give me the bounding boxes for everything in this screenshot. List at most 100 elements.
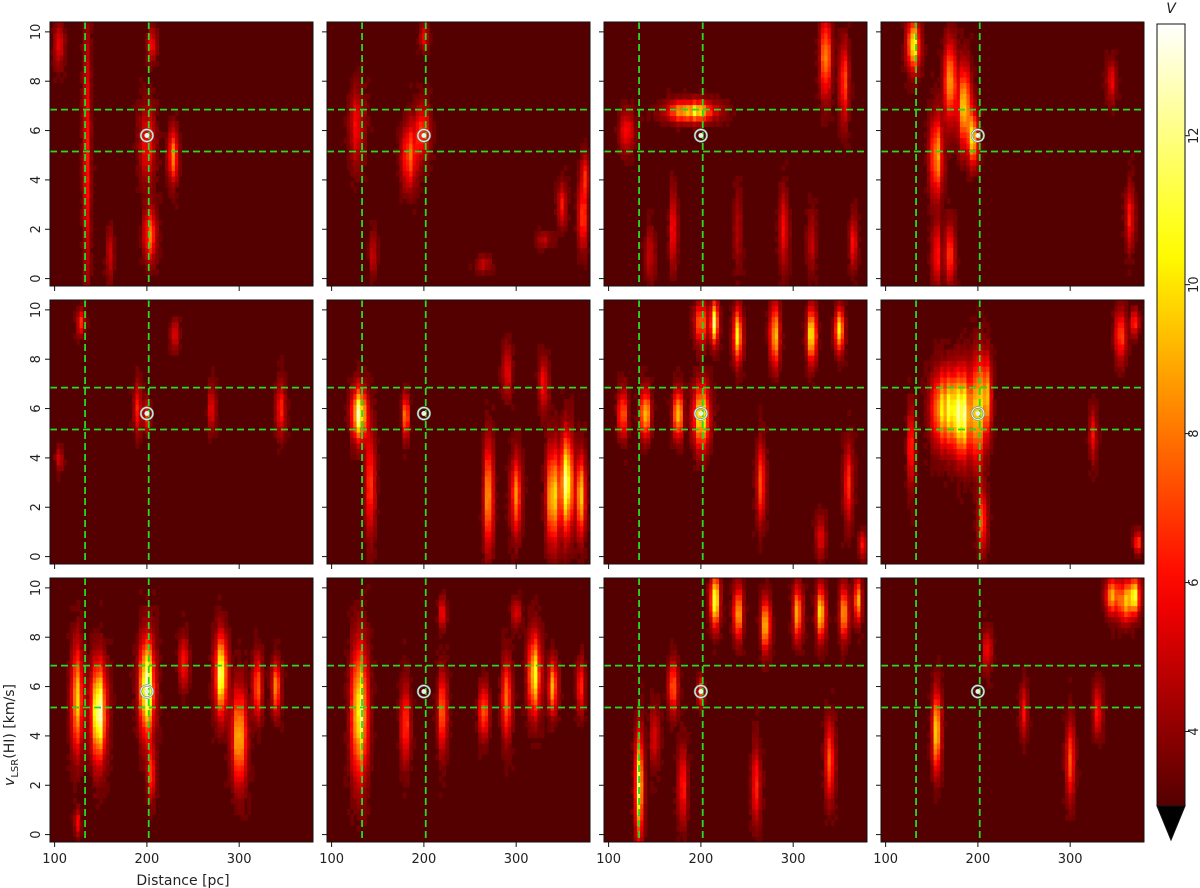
heatmap-cell xyxy=(570,498,575,505)
heatmap-cell xyxy=(402,154,407,161)
heatmap-cell xyxy=(373,498,377,505)
heatmap-cell xyxy=(930,132,935,139)
heatmap-cell xyxy=(847,132,852,139)
heatmap-cell xyxy=(834,338,839,345)
heatmap-cell xyxy=(837,88,842,95)
heatmap-cell xyxy=(59,49,64,56)
heatmap-cell xyxy=(514,492,519,499)
heatmap-cell xyxy=(963,388,968,395)
heatmap-cell xyxy=(142,176,146,183)
heatmap-cell xyxy=(933,404,938,411)
heatmap-cell xyxy=(742,322,746,329)
heatmap-cell xyxy=(840,126,845,133)
heatmap-cell xyxy=(930,115,935,122)
heatmap-cell xyxy=(719,333,723,340)
heatmap-cell xyxy=(843,311,848,318)
heatmap-cell xyxy=(504,344,509,351)
heatmap-cell xyxy=(732,349,737,356)
heatmap-cell xyxy=(566,503,571,510)
heatmap-cell xyxy=(537,355,542,362)
heatmap-cell xyxy=(353,415,358,422)
heatmap-cell xyxy=(910,71,915,78)
heatmap-cell xyxy=(930,242,935,249)
heatmap-cell xyxy=(853,280,858,286)
heatmap-cell xyxy=(409,198,414,205)
heatmap-cell xyxy=(669,421,674,428)
heatmap-cell xyxy=(719,322,723,329)
heatmap-cell xyxy=(363,137,368,144)
heatmap-cell xyxy=(617,432,622,439)
heatmap-cell xyxy=(405,170,410,177)
heatmap-cell xyxy=(56,470,61,477)
heatmap-cell xyxy=(405,399,410,406)
heatmap-cell xyxy=(820,509,825,516)
heatmap-cell xyxy=(540,470,545,477)
heatmap-cell xyxy=(807,214,812,221)
heatmap-cell xyxy=(850,93,855,100)
heatmap-cell xyxy=(761,492,766,499)
heatmap-cell xyxy=(936,388,941,395)
heatmap-cell xyxy=(853,198,858,205)
heatmap-cell xyxy=(623,410,628,417)
heatmap-cell xyxy=(676,209,681,216)
heatmap-cell xyxy=(930,214,935,221)
heatmap-cell xyxy=(840,498,845,505)
heatmap-cell xyxy=(214,382,219,389)
heatmap-cell xyxy=(847,470,852,477)
heatmap-cell xyxy=(105,247,110,254)
heatmap-cell xyxy=(89,44,94,51)
heatmap-cell xyxy=(174,176,179,183)
heatmap-cell xyxy=(673,236,677,243)
heatmap-cell xyxy=(673,192,677,199)
heatmap-cell xyxy=(286,399,291,406)
heatmap-cell xyxy=(820,33,825,40)
heatmap-cell xyxy=(366,481,371,488)
heatmap-cell xyxy=(956,437,961,444)
heatmap-cell xyxy=(586,176,590,183)
heatmap-cell xyxy=(811,344,815,351)
heatmap-cell xyxy=(520,470,525,477)
heatmap-cell xyxy=(758,470,763,477)
heatmap-cell xyxy=(586,214,590,221)
heatmap-cell xyxy=(953,399,958,406)
heatmap-cell xyxy=(910,465,915,472)
heatmap-cell xyxy=(847,82,852,89)
heatmap-cell xyxy=(850,481,855,488)
heatmap-cell xyxy=(959,49,964,56)
heatmap-cell xyxy=(705,344,710,351)
heatmap-cell xyxy=(692,338,697,345)
heatmap-cell xyxy=(953,115,958,122)
heatmap-cell xyxy=(491,465,496,472)
heatmap-cell xyxy=(543,404,548,411)
heatmap-cell xyxy=(86,220,91,227)
heatmap-cell xyxy=(576,448,581,455)
heatmap-cell xyxy=(834,311,839,318)
heatmap-cell xyxy=(850,487,855,494)
heatmap-cell xyxy=(419,38,423,45)
heatmap-cell xyxy=(369,399,374,406)
heatmap-cell xyxy=(923,366,928,373)
heatmap-cell xyxy=(481,487,486,494)
heatmap-cell xyxy=(973,82,977,89)
heatmap-cell xyxy=(560,536,565,543)
heatmap-cell xyxy=(89,66,94,73)
heatmap-cell xyxy=(653,242,658,249)
heatmap-cell xyxy=(758,547,763,554)
heatmap-cell xyxy=(547,509,552,516)
heatmap-cell xyxy=(778,181,783,188)
heatmap-cell xyxy=(659,110,664,117)
heatmap-cell xyxy=(682,121,687,128)
heatmap-cell xyxy=(834,60,839,67)
heatmap-cell xyxy=(953,415,958,422)
heatmap-cell xyxy=(774,333,779,340)
heatmap-cell xyxy=(840,115,845,122)
heatmap-cell xyxy=(843,99,848,106)
heatmap-cell xyxy=(814,509,819,516)
heatmap-cell xyxy=(366,536,371,543)
heatmap-cell xyxy=(738,198,743,205)
heatmap-cell xyxy=(930,470,935,477)
heatmap-cell xyxy=(705,121,710,128)
heatmap-cell xyxy=(850,525,855,532)
heatmap-cell xyxy=(79,198,84,205)
heatmap-cell xyxy=(543,470,548,477)
